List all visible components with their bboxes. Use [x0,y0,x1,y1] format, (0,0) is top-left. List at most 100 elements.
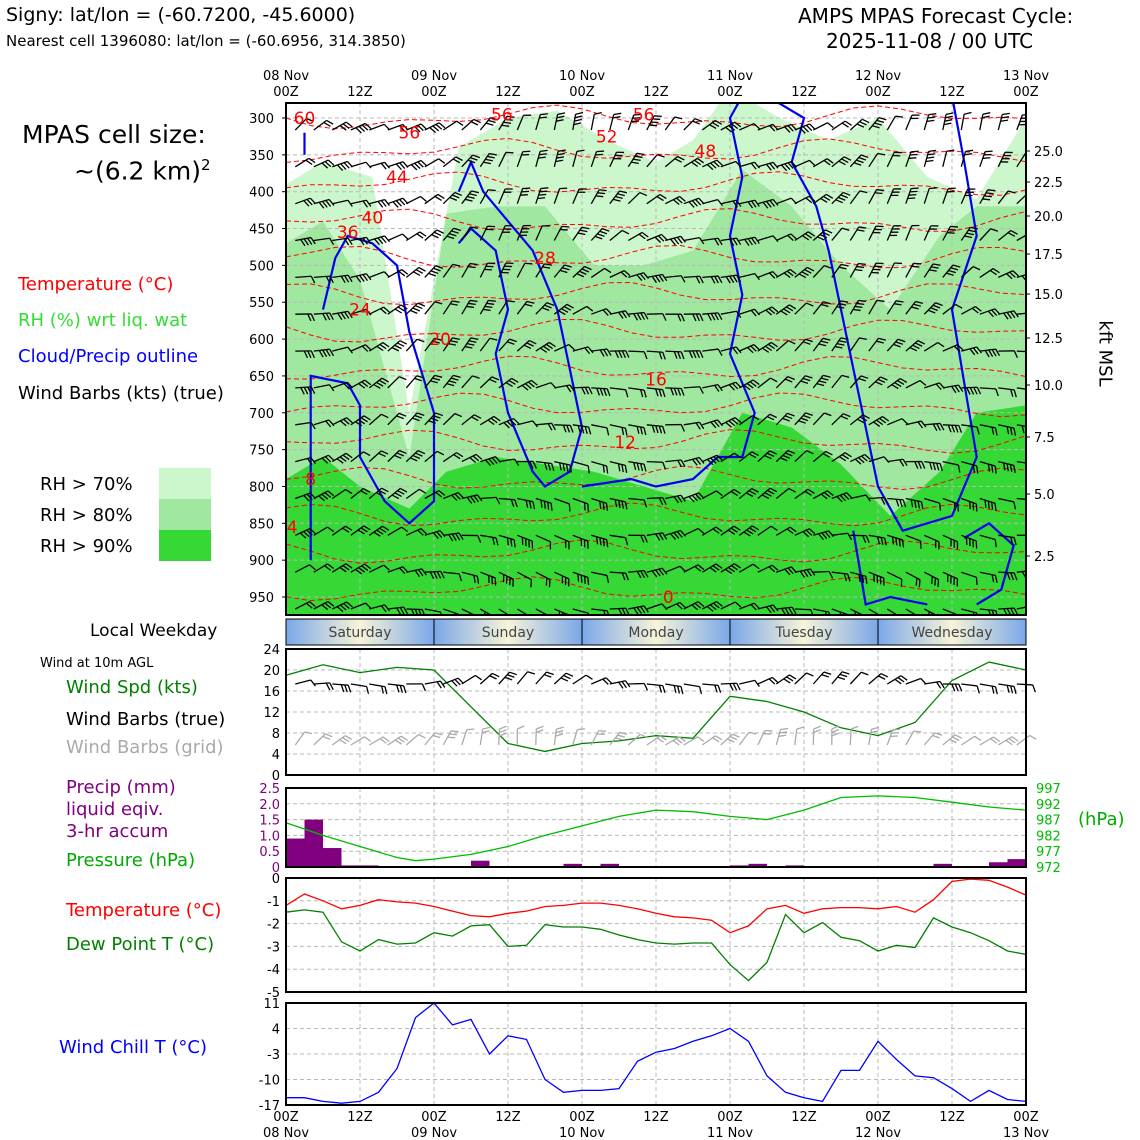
barb-shaft [295,457,311,463]
barb-shaft [683,683,700,688]
barb-feather [951,386,957,394]
barb-feather [768,308,776,314]
cross-section-wind-barb [997,229,1018,242]
barb-shaft [553,264,565,278]
barb-shaft [313,348,330,352]
wind-frame [285,648,1027,776]
cross-section-wind-barb [701,490,723,500]
barb-shaft [776,123,792,131]
temp-ytick-label: -5 [267,986,280,1001]
barb-feather [327,526,335,533]
barb-feather [1028,233,1034,241]
barb-shaft [590,151,598,168]
barb-feather [380,308,387,315]
barb-feather [772,271,779,278]
barb-feather [636,152,645,156]
barb-shaft [628,387,645,391]
temperature-contour-label: 16 [645,371,667,391]
barb-feather [917,340,926,345]
barb-feather [658,389,663,397]
barb-shaft [331,525,346,536]
barb-feather [525,538,527,547]
barb-shaft [313,237,330,242]
cross-section-wind-barb [905,420,927,429]
cross-section-wind-barb [535,187,549,204]
barb-shaft [757,450,771,463]
barb-shaft [406,195,421,205]
barb-feather [944,119,953,122]
barb-feather [472,455,480,462]
barb-feather [490,417,498,424]
barb-shaft [479,153,490,168]
barb-shaft [368,450,382,463]
weekday-cell [581,618,731,646]
temperature-contour-label: 60 [294,109,316,129]
barb-feather [549,541,552,550]
barb-feather [640,463,644,472]
barb-feather [577,191,586,193]
barb-feather [754,680,760,687]
barb-shaft [1016,734,1031,746]
wind-barb-true [387,683,407,694]
barb-feather [861,575,865,583]
barb-feather [488,189,496,192]
barb-feather [661,274,668,282]
barb-shaft [683,386,700,389]
cross-section-wind-barb [794,488,815,500]
barb-feather [467,159,476,164]
cross-section-wind-barb [831,120,852,131]
cross-section-wind-barb [720,525,741,536]
barb-feather [976,346,982,354]
precip-bar [286,838,305,867]
barb-feather [856,123,865,128]
barb-feather [1006,572,1011,580]
cross-section-wind-barb [683,601,705,611]
cross-section-wind-barb [738,563,760,573]
barb-feather [410,457,418,462]
temperature-contour-label: 56 [399,124,421,144]
barb-shaft [905,151,912,168]
barb-shaft [516,225,524,241]
barb-feather [936,423,941,431]
barb-feather [485,122,494,126]
barb-feather [1019,120,1026,123]
barb-shaft [517,534,533,542]
barb-shaft [831,120,846,131]
barb-shaft [295,275,312,279]
barb-shaft [720,682,737,685]
barb-feather [1000,119,1009,122]
barb-feather [731,418,739,425]
barb-feather [499,729,507,734]
barb-shaft [961,497,977,505]
cross-section-wind-barb [350,525,371,536]
barb-feather [321,457,329,464]
barb-shaft [368,525,383,536]
barb-feather [995,348,1001,357]
barb-feather [325,733,333,738]
barb-shaft [479,729,484,746]
cross-section-wind-barb [461,494,483,504]
barb-feather [612,198,621,202]
precip-bar [600,863,619,867]
pressure-tick-label: 450 [249,223,274,238]
barb-feather [596,150,605,153]
barb-feather [932,734,940,739]
barb-shaft [332,417,347,426]
barb-feather [520,231,529,233]
barb-feather [579,229,588,233]
barb-feather [712,737,720,743]
cross-section-wind-barb [498,497,518,508]
barb-feather [857,457,865,464]
barb-feather [839,673,848,678]
barb-feather [577,728,585,731]
barb-shaft [369,683,386,688]
barb-feather [543,501,546,509]
barb-shaft [739,344,755,352]
barb-feather [536,725,544,730]
temperature-contour-label: 40 [362,208,384,228]
barb-shaft [979,736,994,746]
barb-feather [765,309,773,316]
barb-feather [599,189,607,192]
barb-shaft [960,305,976,315]
barb-feather [1006,685,1010,693]
